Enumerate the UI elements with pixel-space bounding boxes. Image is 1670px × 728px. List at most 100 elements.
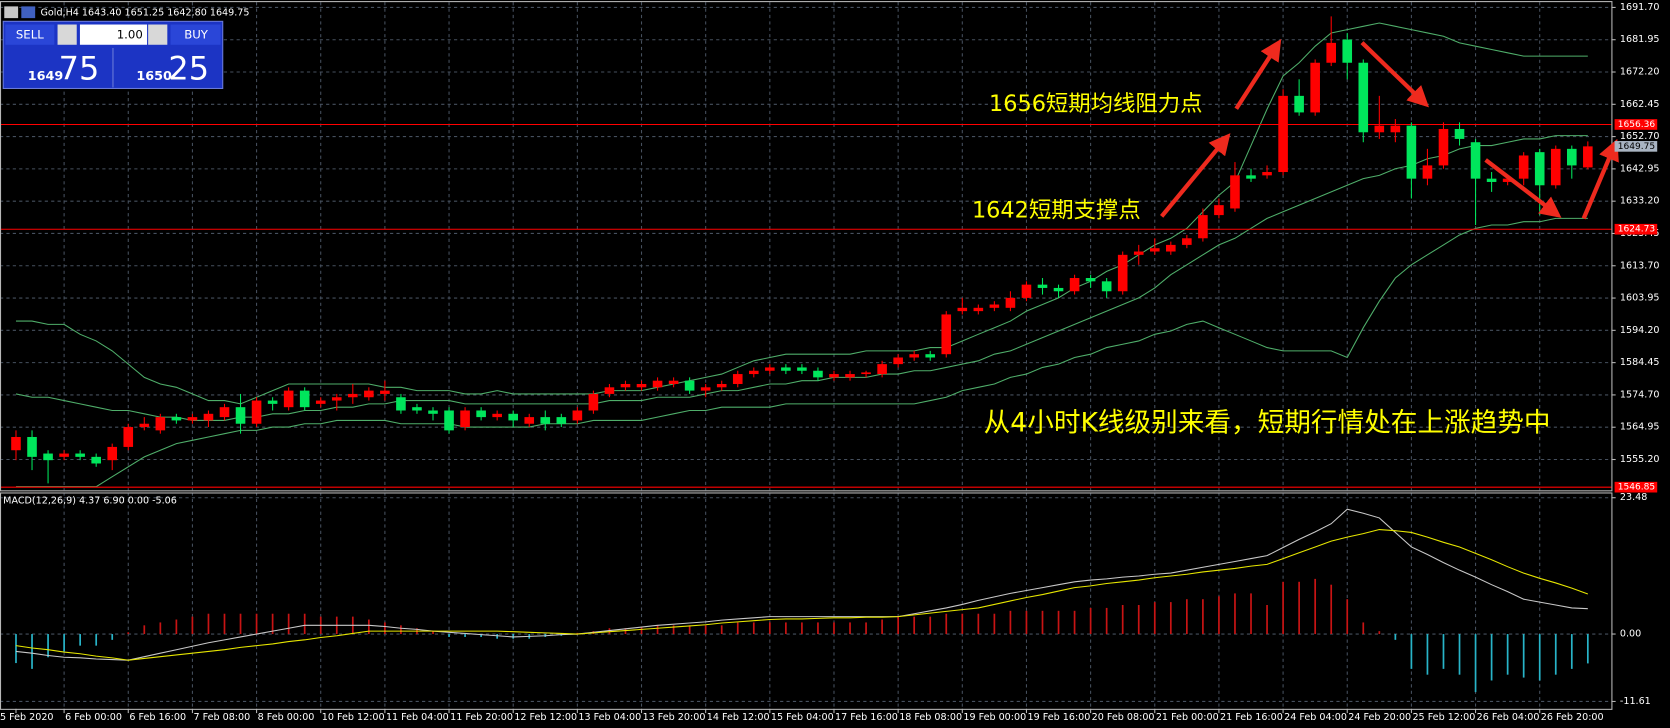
candle-body — [652, 380, 663, 388]
candle-body — [1198, 215, 1208, 239]
candle-body — [604, 387, 615, 394]
candle-body — [1294, 95, 1304, 113]
x-tick-label: 15 Feb 04:00 — [771, 712, 834, 723]
y-tick-label: 1594.20 — [1620, 325, 1660, 336]
candle-body — [1085, 278, 1096, 282]
candle-body — [43, 453, 53, 461]
grid — [0, 2, 1612, 709]
candle-body — [267, 400, 278, 404]
price-label-box — [1614, 481, 1658, 493]
candle-body — [909, 354, 919, 358]
candle-body — [556, 417, 567, 424]
candle-body — [877, 364, 887, 375]
buy-button[interactable] — [170, 24, 221, 45]
y-tick-label: 1584.45 — [1620, 357, 1660, 368]
candle-body — [1566, 148, 1577, 166]
candle-body — [1005, 297, 1016, 308]
candle-body — [1518, 155, 1529, 179]
price-label: 1624.73 — [1618, 225, 1656, 235]
arrows — [1160, 39, 1619, 220]
annotation: 从4小时K线级别来看，短期行情处在上涨趋势中 — [984, 408, 1551, 439]
candle-body — [732, 374, 743, 384]
arrow — [1484, 158, 1562, 218]
candle-body — [59, 453, 69, 457]
candle-body — [893, 357, 903, 365]
candle-body — [572, 410, 583, 421]
candle-body — [748, 370, 759, 375]
y-tick-label: 1564.95 — [1620, 422, 1660, 433]
candle-body — [1358, 62, 1369, 133]
candle-body — [331, 397, 342, 401]
y-tick-label: 1574.70 — [1620, 389, 1660, 400]
x-tick-label: 21 Feb 16:00 — [1220, 712, 1283, 723]
candle-body — [941, 314, 952, 355]
candle-body — [1486, 178, 1497, 182]
candle-body — [1310, 62, 1320, 113]
main-pane-border — [0, 1, 1613, 492]
candle-body — [283, 390, 294, 408]
arrow — [1581, 138, 1619, 220]
lot-input[interactable] — [79, 24, 148, 45]
candle-body — [380, 390, 390, 394]
candle-body — [508, 413, 518, 421]
y-tick-label: 1672.20 — [1620, 67, 1660, 78]
candle-body — [476, 410, 486, 418]
bid-big: 1649 — [28, 69, 64, 84]
arrow — [1360, 41, 1430, 108]
annotation: 1642短期支撑点 — [972, 198, 1141, 224]
lot-up[interactable] — [148, 24, 168, 45]
candle-body — [1166, 244, 1176, 252]
candle-body — [460, 410, 470, 428]
y-tick-label: 0.00 — [1620, 629, 1641, 640]
candle-body — [765, 367, 775, 371]
current-price-label: 1649.75 — [1618, 142, 1655, 152]
lot-down[interactable] — [57, 24, 77, 45]
candle-body — [845, 374, 855, 378]
candle-body — [636, 383, 647, 388]
plot — [0, 16, 1612, 693]
candle-body — [428, 410, 438, 414]
buy-label: BUY — [184, 28, 209, 42]
candle-body — [1374, 125, 1385, 133]
candle-body — [524, 417, 535, 424]
candle-body — [412, 407, 422, 411]
x-tick-label: 5 Feb 2020 — [0, 712, 54, 723]
arrow — [1234, 39, 1282, 110]
band-line — [15, 22, 1588, 405]
candle-body — [829, 374, 839, 378]
candle-body — [219, 407, 230, 418]
macd-pane-border — [0, 492, 1613, 710]
candle-body — [1470, 142, 1481, 179]
x-tick-label: 10 Feb 12:00 — [322, 712, 385, 723]
candle-body — [187, 417, 198, 421]
y-tick-label: 1633.20 — [1620, 196, 1660, 207]
candle-body — [1037, 284, 1048, 288]
candle-body — [1502, 178, 1513, 182]
candle-body — [107, 446, 118, 461]
candle-body — [925, 354, 936, 358]
lot-value: 1.00 — [117, 28, 143, 42]
x-tick-label: 25 Feb 12:00 — [1412, 712, 1475, 723]
sell-label: SELL — [16, 28, 44, 42]
x-tick-label: 6 Feb 00:00 — [65, 712, 122, 723]
candle-body — [973, 307, 984, 312]
candle-body — [620, 383, 631, 388]
x-tick-label: 6 Feb 16:00 — [129, 712, 186, 723]
x-tick-label: 24 Feb 20:00 — [1348, 712, 1411, 723]
y-tick-label: 1652.70 — [1620, 131, 1660, 142]
candle-body — [155, 417, 166, 431]
x-tick-label: 11 Feb 20:00 — [450, 712, 513, 723]
y-tick-label: 1603.95 — [1620, 293, 1660, 304]
candle-body — [540, 417, 551, 424]
sell-button[interactable] — [5, 24, 55, 45]
candle-body — [1422, 165, 1433, 179]
candle-body — [797, 367, 807, 371]
candle-body — [957, 307, 968, 312]
x-tick-label: 19 Feb 16:00 — [1028, 712, 1091, 723]
icon — [21, 6, 36, 19]
y-tick-label: 1613.70 — [1620, 260, 1660, 271]
candle-body — [251, 400, 262, 424]
candle-body — [492, 413, 502, 418]
candle-body — [348, 393, 358, 398]
